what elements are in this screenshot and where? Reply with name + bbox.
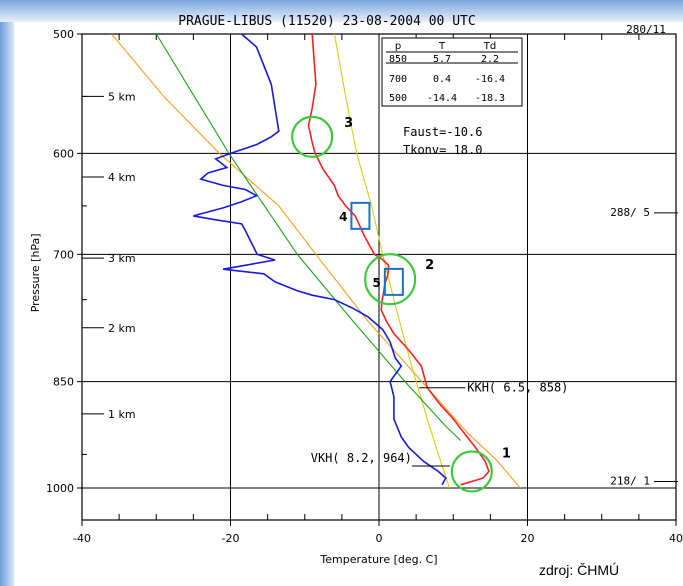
series-line-3 xyxy=(111,34,521,489)
table-cell: -14.4 xyxy=(427,93,457,104)
marker-label-1: 1 xyxy=(502,446,511,461)
table-cell: 0.4 xyxy=(433,74,451,85)
corner-label: 280/11 xyxy=(626,23,666,36)
index-text: Tkonv= 18.0 xyxy=(403,143,482,157)
marker-circle-3 xyxy=(291,115,334,158)
marker-label-2: 2 xyxy=(425,258,434,273)
slide-background-strip xyxy=(0,0,14,586)
height-label: 5 km xyxy=(108,90,136,103)
table-cell: -18.3 xyxy=(475,93,505,104)
marker-label-3: 3 xyxy=(344,116,353,131)
series-td-line xyxy=(193,34,447,486)
marker-square-5 xyxy=(383,267,404,296)
table-cell: 850 xyxy=(389,54,407,65)
x-tick-label: 40 xyxy=(669,532,683,545)
x-tick-label: 20 xyxy=(521,532,535,545)
series-t-line xyxy=(307,34,490,486)
y-tick-label: 600 xyxy=(53,147,74,160)
table-cell: 5.7 xyxy=(433,54,451,65)
series-line-4 xyxy=(333,34,451,489)
wind-label: 288/ 5 xyxy=(610,206,650,219)
x-tick-label: -40 xyxy=(73,532,91,545)
height-label: 2 km xyxy=(108,322,136,335)
table-cell: 700 xyxy=(389,74,407,85)
table-cell: 2.2 xyxy=(481,54,499,65)
vkh-annotation: VKH( 8.2, 964) xyxy=(311,451,412,465)
wind-label: 218/ 1 xyxy=(610,474,650,487)
x-axis-title: Temperature [deg. C] xyxy=(319,553,437,566)
slide-background-top xyxy=(0,0,683,22)
height-label: 1 km xyxy=(108,408,136,421)
marker-circle-1 xyxy=(450,450,493,493)
table-cell: -16.4 xyxy=(475,74,505,85)
table-header: Td xyxy=(483,41,496,52)
table-cell: 500 xyxy=(389,93,407,104)
table-header: p xyxy=(395,41,401,52)
marker-square-4 xyxy=(350,201,371,230)
y-tick-label: 850 xyxy=(53,376,74,389)
source-credit: zdroj: ČHMÚ xyxy=(539,562,620,578)
marker-label-5: 5 xyxy=(372,276,380,290)
y-tick-label: 1000 xyxy=(46,482,74,495)
kkh-annotation: KKH( 6.5, 858) xyxy=(467,381,568,395)
chart-title: PRAGUE-LIBUS (11520) 23-08-2004 00 UTC xyxy=(178,14,475,29)
x-tick-label: 0 xyxy=(376,532,383,545)
index-text: Faust=-10.6 xyxy=(403,125,482,139)
y-tick-label: 700 xyxy=(53,248,74,261)
marker-label-4: 4 xyxy=(339,210,347,224)
y-tick-label: 500 xyxy=(53,28,74,41)
table-header: T xyxy=(438,41,446,52)
height-label: 3 km xyxy=(108,252,136,265)
data-table-box xyxy=(381,37,523,107)
x-tick-label: -20 xyxy=(222,532,240,545)
marker-circle-2 xyxy=(364,253,417,306)
y-axis-title: Pressure [hPa] xyxy=(29,233,42,312)
height-label: 4 km xyxy=(108,171,136,184)
